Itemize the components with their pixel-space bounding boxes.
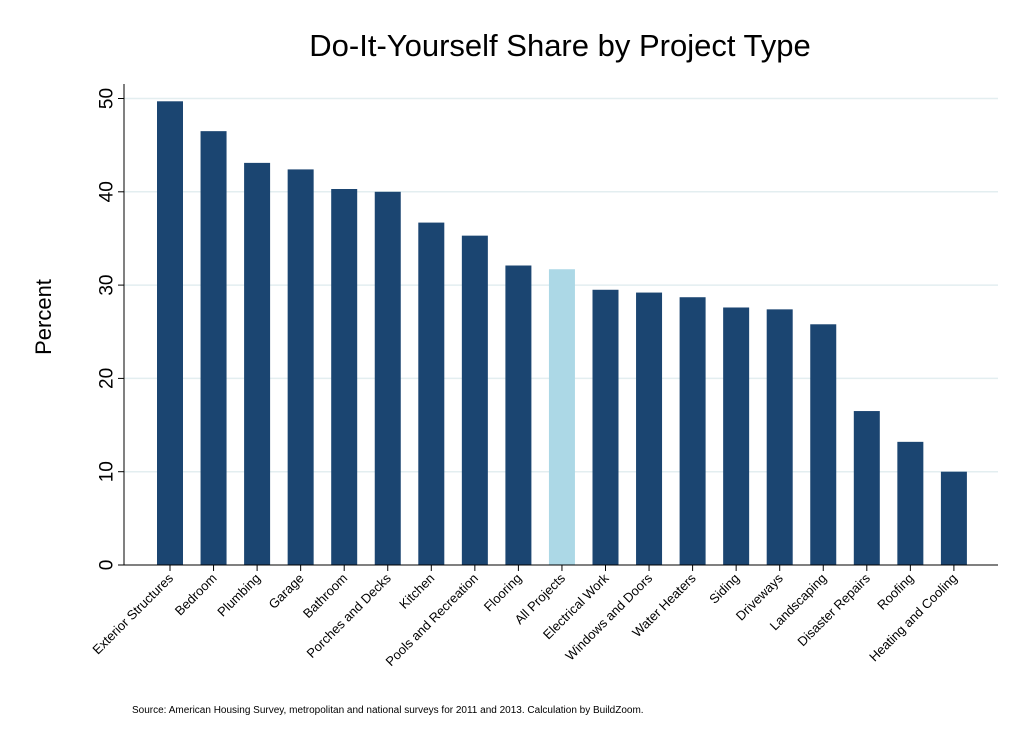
bar <box>244 162 271 565</box>
y-tick-label: 10 <box>97 461 118 482</box>
bar <box>636 292 663 565</box>
bar <box>548 269 575 565</box>
bars <box>157 101 967 566</box>
x-tick-label: Exterior Structures <box>89 570 176 657</box>
bar <box>505 265 532 565</box>
y-ticks: 0 10 20 30 40 50 <box>97 88 124 570</box>
bar <box>810 324 837 565</box>
chart-title: Do-It-Yourself Share by Project Type <box>309 28 810 63</box>
x-tick-label: Kitchen <box>396 571 437 612</box>
bar <box>374 191 401 566</box>
bar <box>157 101 183 565</box>
y-axis-label: Percent <box>31 279 56 355</box>
bar <box>766 309 793 565</box>
y-tick-label: 40 <box>97 181 118 202</box>
x-tick-label: Bedroom <box>172 571 220 619</box>
y-tick-label: 0 <box>97 560 118 571</box>
y-tick-label: 20 <box>97 368 118 389</box>
y-tick-label: 30 <box>97 275 118 296</box>
bar <box>897 441 924 565</box>
x-tick-label: Roofing <box>874 571 916 613</box>
x-tick-label: Plumbing <box>214 571 263 620</box>
bar <box>200 131 227 565</box>
bar <box>940 471 967 565</box>
bar <box>287 169 314 565</box>
x-tick-label: Porches and Decks <box>304 570 395 661</box>
bar <box>418 222 445 566</box>
axes <box>123 84 998 566</box>
bar <box>461 235 488 565</box>
x-tick-label: Garage <box>265 571 306 612</box>
x-tick-label: Heating and Cooling <box>866 571 960 665</box>
x-tick-label: Siding <box>706 571 742 607</box>
bar <box>679 297 706 565</box>
x-tick-label: Flooring <box>481 571 525 615</box>
bar <box>853 411 880 565</box>
bar <box>592 289 619 565</box>
source-note: Source: American Housing Survey, metropo… <box>132 705 644 716</box>
y-tick-label: 50 <box>97 88 118 109</box>
bar <box>723 307 750 565</box>
bar <box>331 189 358 565</box>
